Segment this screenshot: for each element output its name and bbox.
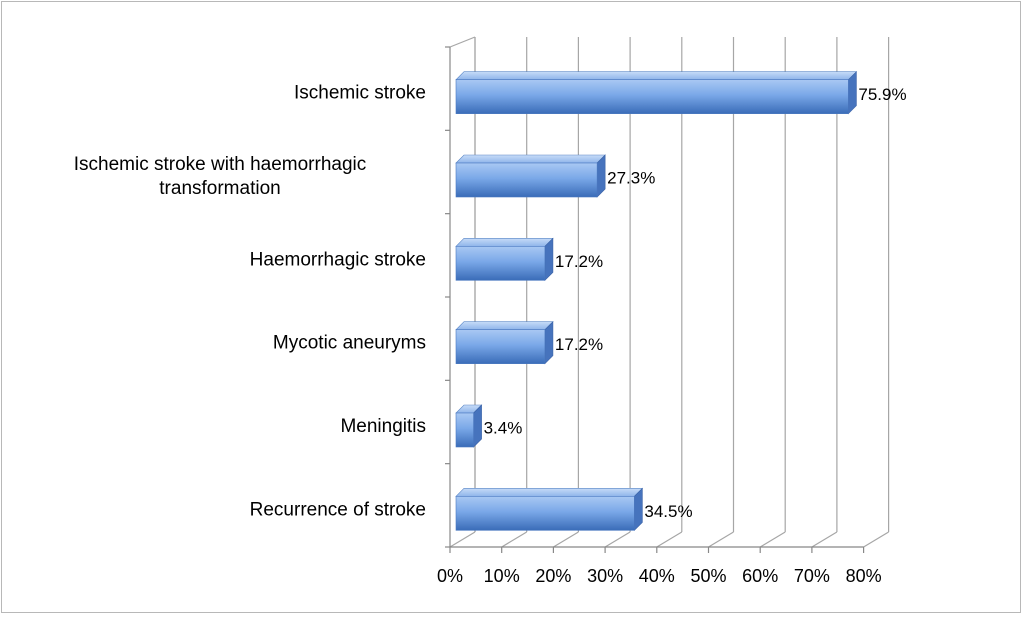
x-tick-label: 70% (794, 566, 830, 586)
bar-top-face (455, 154, 606, 164)
data-label: 17.2% (555, 335, 603, 354)
bar-front-face (455, 246, 546, 281)
data-label: 75.9% (858, 85, 906, 104)
gridlines (449, 36, 890, 548)
category-label: Mycotic aneuryms (273, 333, 426, 354)
data-labels: 75.9% 27.3% 17.2% 17.2% 3.4% 34.5% (484, 85, 907, 521)
bar-front-face (455, 162, 598, 198)
category-label: Ischemic stroke (294, 83, 426, 104)
gridline-floor (553, 531, 579, 548)
data-label: 27.3% (607, 168, 655, 187)
category-label: Meningitis (340, 416, 426, 437)
category-labels: Ischemic stroke Ischemic stroke with haem… (74, 83, 426, 521)
category-label: transformation (159, 178, 280, 199)
bar-top-face (455, 321, 554, 330)
x-tick-label: 30% (587, 566, 623, 586)
bar-front-face (455, 329, 546, 364)
gridline-floor (656, 531, 683, 548)
bar (455, 70, 858, 115)
bar (455, 487, 644, 532)
gridline-floor (708, 531, 734, 548)
gridline-floor (811, 531, 838, 548)
category-label: Haemorrhagic stroke (250, 249, 426, 270)
gridline-floor (449, 531, 476, 548)
bar (455, 237, 554, 282)
data-label: 17.2% (555, 252, 603, 271)
x-tick-label: 80% (846, 566, 882, 586)
x-tick-label: 40% (639, 566, 675, 586)
data-label: 34.5% (644, 502, 692, 521)
bar (455, 404, 483, 448)
bar-front-face (455, 496, 635, 531)
data-label: 3.4% (484, 418, 523, 437)
side-wall-top (449, 36, 476, 48)
gridline-floor (863, 531, 889, 548)
category-label: Recurrence of stroke (250, 499, 426, 520)
gridline-floor (759, 531, 786, 548)
x-tick-label: 0% (437, 566, 463, 586)
x-tick-label: 10% (484, 566, 520, 586)
bar-top-face (455, 488, 644, 497)
category-label: Ischemic stroke with haemorrhagic (74, 154, 367, 175)
bars (455, 70, 858, 532)
bar-front-face (455, 79, 849, 114)
gridline-floor (604, 531, 631, 548)
x-tick-label: 50% (690, 566, 726, 586)
bar (455, 320, 554, 365)
x-tick-labels: 0% 10% 20% 30% 40% 50% 60% 70% 80% (437, 566, 882, 586)
x-tick-label: 60% (742, 566, 778, 586)
x-tick-label: 20% (535, 566, 571, 586)
bar-top-face (455, 238, 554, 247)
bar (455, 154, 606, 198)
bar-front-face (455, 412, 474, 448)
bar-top-face (455, 71, 858, 80)
axes (445, 46, 865, 553)
gridline-floor (501, 531, 528, 548)
